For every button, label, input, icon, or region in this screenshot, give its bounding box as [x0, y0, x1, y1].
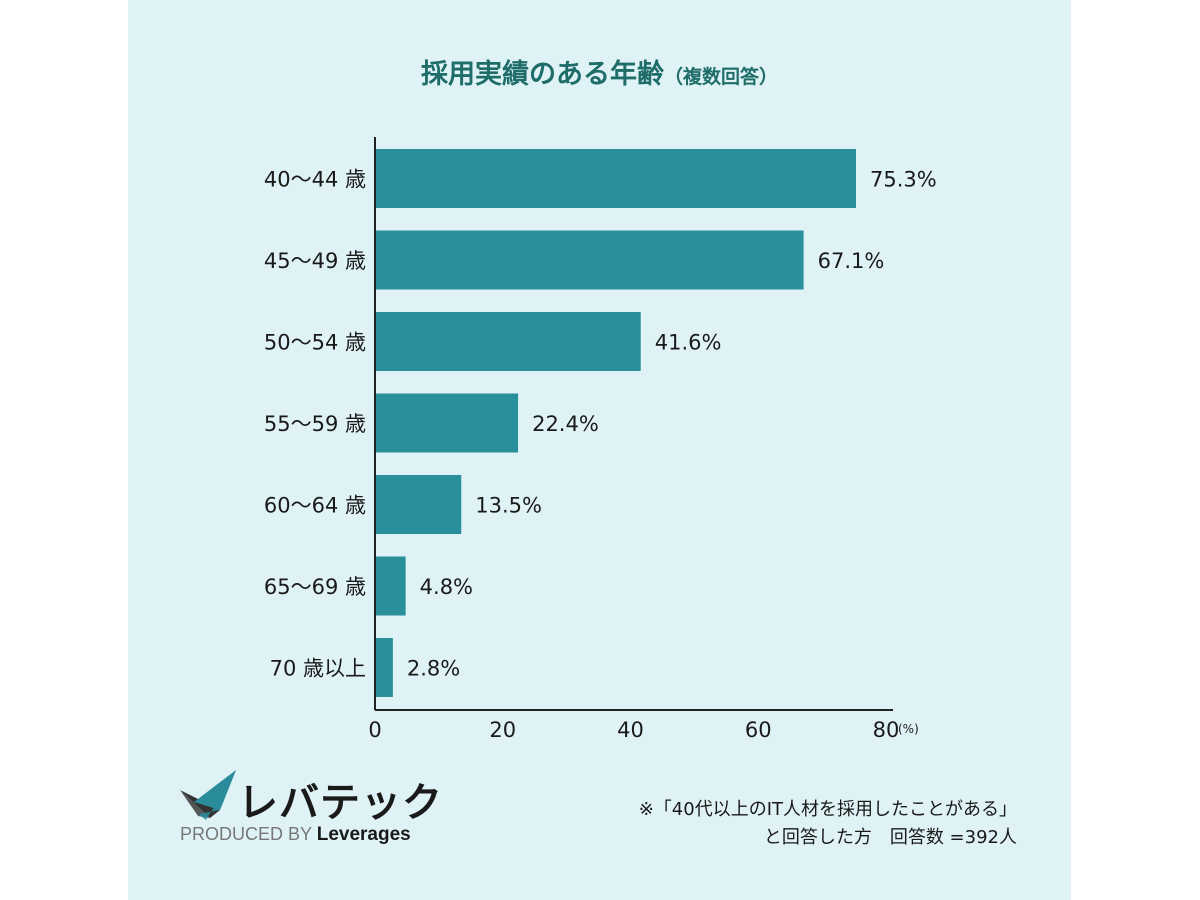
category-label-4: 60〜64 歳	[264, 494, 366, 518]
title-main: 採用実績のある年齢	[420, 59, 664, 90]
x-tick-label-3: 60	[745, 718, 772, 742]
bar-2	[375, 312, 641, 371]
category-label-6: 70 歳以上	[270, 657, 366, 681]
category-label-1: 45〜49 歳	[264, 249, 366, 273]
value-label-6: 2.8%	[407, 657, 460, 681]
category-label-2: 50〜54 歳	[264, 331, 366, 355]
bar-3	[375, 393, 519, 453]
x-tick-label-0: 0	[368, 718, 381, 742]
value-label-2: 41.6%	[655, 331, 722, 355]
value-label-0: 75.3%	[870, 168, 937, 192]
bar-5	[375, 556, 406, 616]
value-label-4: 13.5%	[475, 494, 542, 518]
bar-0	[375, 149, 856, 208]
chart-title: 採用実績のある年齢（複数回答）	[128, 52, 1071, 91]
title-subtitle: （複数回答）	[663, 66, 778, 88]
bar-6	[375, 638, 393, 697]
levtech-logo-icon	[180, 770, 236, 820]
produced-prefix: PRODUCED BY	[180, 824, 312, 844]
value-label-3: 22.4%	[532, 412, 599, 436]
x-tick-label-2: 40	[617, 718, 644, 742]
category-label-3: 55〜59 歳	[264, 412, 366, 436]
bar-1	[375, 230, 804, 290]
value-label-1: 67.1%	[818, 249, 885, 273]
x-axis-unit: (%)	[898, 722, 919, 736]
value-label-5: 4.8%	[420, 575, 473, 599]
x-tick-label-1: 20	[489, 718, 516, 742]
bar-4	[375, 475, 462, 534]
category-label-0: 40〜44 歳	[264, 168, 366, 192]
survey-note: ※「40代以上のIT人材を採用したことがある」 と回答した方 回答数 =392人	[639, 796, 1017, 852]
produced-by: PRODUCED BY Leverages	[180, 824, 411, 846]
note-line-2: と回答した方 回答数 =392人	[763, 827, 1017, 848]
produced-brand: Leverages	[316, 824, 411, 845]
category-label-5: 65〜69 歳	[264, 575, 366, 599]
x-tick-label-4: 80	[873, 718, 900, 742]
logo-text: レバテック	[238, 780, 443, 826]
note-line-1: ※「40代以上のIT人材を採用したことがある」	[638, 799, 1017, 820]
